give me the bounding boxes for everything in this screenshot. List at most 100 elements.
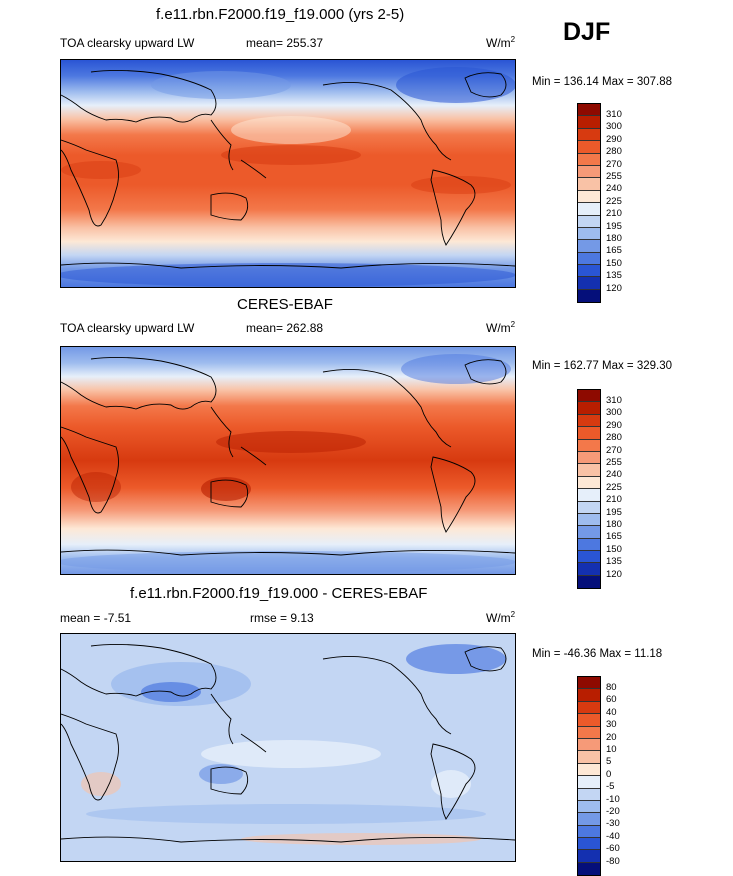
panel3-colorbar-swatch	[578, 763, 600, 777]
panel2-minmax: Min = 162.77 Max = 329.30	[532, 360, 673, 372]
panel2-colorbar-swatch	[578, 575, 600, 589]
panel3-colorbar-tick-label: 60	[606, 694, 617, 706]
panel3-colorbar-tick-label: 80	[606, 682, 617, 693]
panel3-colorbar-tick-label: -60	[606, 843, 620, 855]
panel1-colorbar-tick-label: 280	[606, 146, 622, 158]
panel2-colorbar-tick-label: 300	[606, 407, 622, 419]
panel1-map-field	[61, 60, 515, 287]
panel3-colorbar-tick-label: -10	[606, 793, 620, 805]
panel1-colorbar-swatch	[578, 277, 600, 290]
panel2-colorbar-tick-label: 120	[606, 568, 622, 580]
panel3-colorbar-swatch	[578, 677, 600, 690]
panel2-colorbar-swatch	[578, 451, 600, 465]
panel3-colorbar-tick-label: 40	[606, 706, 617, 718]
panel1-colorbar-tick-label: 195	[606, 220, 622, 232]
panel2-colorbar-tick-label: 255	[606, 457, 622, 469]
panel1-minmax: Min = 136.14 Max = 307.88	[532, 76, 673, 88]
panel1-colorbar-tick-label: 150	[606, 257, 622, 269]
panel3-colorbar-swatch	[578, 850, 600, 863]
panel1-variable-label: TOA clearsky upward LW	[60, 36, 195, 50]
panel1-colorbar-swatch	[578, 165, 600, 179]
panel1-colorbar-tick-label: 120	[606, 282, 622, 294]
panel2-colorbar-tick-label: 270	[606, 444, 622, 456]
panel3-colorbar-swatch	[578, 862, 600, 876]
panel3-colorbar-swatch	[578, 714, 600, 727]
panel1-colorbar-swatch	[578, 289, 600, 303]
panel1-colorbar-labels: 310 300 290 280 270 255 240 225 210 195 180 165 150 1…	[606, 109, 622, 295]
panel3-colorbar-labels: 80 60 40 30 20 10 5 0 -5 -10 -20 -30 -40 -60 -80	[606, 682, 620, 868]
panel1-colorbar-tick-label: 310	[606, 109, 622, 120]
panel2-unit-label: W/m2	[486, 320, 516, 335]
panel1-colorbar-swatch	[578, 128, 600, 142]
panel2-colorbar-tick-label: 135	[606, 556, 622, 568]
panel1-colorbar-swatch	[578, 141, 600, 154]
panel3-colorbar-tick-label: -30	[606, 818, 620, 830]
panel1-unit-label: W/m2	[486, 35, 516, 50]
panel1-colorbar-tick-label: 240	[606, 183, 622, 195]
panel1-colorbar-swatch	[578, 190, 600, 204]
panel2-title: CERES-EBAF	[237, 296, 333, 313]
panel3-colorbar-swatch	[578, 838, 600, 851]
panel2-colorbar-swatch	[578, 476, 600, 490]
panel3-colorbar-swatch	[578, 776, 600, 789]
panel3-colorbar-tick-label: -80	[606, 855, 620, 867]
panel2-map-field	[61, 347, 515, 574]
panel1-colorbar-tick-label: 210	[606, 208, 622, 220]
panel2-colorbar-swatch	[578, 464, 600, 477]
panel2-colorbar-tick-label: 195	[606, 506, 622, 518]
panel2-colorbar	[577, 389, 601, 590]
panel2-colorbar-tick-label: 280	[606, 432, 622, 444]
panel3-colorbar-tick-label: 30	[606, 719, 617, 731]
panel2-map	[60, 346, 516, 575]
panel3-colorbar-tick-label: 20	[606, 731, 617, 743]
panel1-colorbar	[577, 103, 601, 304]
panel2-colorbar-tick-label: 290	[606, 419, 622, 431]
panel2-colorbar-swatch	[578, 402, 600, 415]
panel3-colorbar-tick-label: -40	[606, 830, 620, 842]
panel1-colorbar-swatch	[578, 227, 600, 241]
panel2-colorbar-swatch	[578, 501, 600, 514]
panel3-colorbar	[577, 676, 601, 876]
panel1-colorbar-tick-label: 180	[606, 233, 622, 245]
panel3-colorbar-swatch	[578, 825, 600, 839]
panel3-colorbar-swatch	[578, 689, 600, 702]
panel2-colorbar-swatch	[578, 414, 600, 428]
panel2-colorbar-swatch	[578, 513, 600, 527]
panel3-colorbar-swatch	[578, 800, 600, 814]
panel3-map-field	[61, 634, 515, 861]
panel2-colorbar-tick-label: 225	[606, 481, 622, 493]
panel1-colorbar-swatch	[578, 153, 600, 166]
panel1-colorbar-tick-label: 165	[606, 245, 622, 257]
panel2-colorbar-swatch	[578, 427, 600, 440]
panel3-colorbar-tick-label: -5	[606, 781, 615, 793]
panel2-colorbar-tick-label: 240	[606, 469, 622, 481]
panel3-colorbar-tick-label: 5	[606, 756, 612, 768]
panel3-colorbar-tick-label: 0	[606, 768, 612, 780]
panel3-title: f.e11.rbn.F2000.f19_f19.000 - CERES-EBAF	[130, 585, 428, 602]
panel2-colorbar-swatch	[578, 439, 600, 452]
panel3-colorbar-tick-label: 10	[606, 744, 617, 756]
panel1-colorbar-tick-label: 270	[606, 158, 622, 170]
panel2-colorbar-tick-label: 180	[606, 519, 622, 531]
panel1-colorbar-swatch	[578, 104, 600, 117]
panel3-minmax: Min = -46.36 Max = 11.18	[532, 648, 663, 660]
panel3-mean-label: mean = -7.51	[60, 611, 132, 625]
panel2-colorbar-tick-label: 150	[606, 543, 622, 555]
panel1-colorbar-tick-label: 135	[606, 270, 622, 282]
panel3-colorbar-swatch	[578, 726, 600, 739]
panel1-colorbar-swatch	[578, 215, 600, 228]
panel3-unit-label: W/m2	[486, 610, 516, 625]
panel1-colorbar-swatch	[578, 178, 600, 191]
panel2-colorbar-tick-label: 310	[606, 395, 622, 406]
panel1-colorbar-tick-label: 225	[606, 195, 622, 207]
panel1-colorbar-tick-label: 255	[606, 171, 622, 183]
panel2-mean-label: mean= 262.88	[246, 321, 324, 335]
panel2-colorbar-swatch	[578, 526, 600, 539]
panel1-colorbar-swatch	[578, 240, 600, 253]
panel1-colorbar-swatch	[578, 116, 600, 129]
panel2-colorbar-tick-label: 165	[606, 531, 622, 543]
panel3-colorbar-swatch	[578, 738, 600, 752]
panel2-colorbar-swatch	[578, 538, 600, 552]
panel3-colorbar-swatch	[578, 751, 600, 764]
season-label: DJF	[563, 18, 611, 46]
